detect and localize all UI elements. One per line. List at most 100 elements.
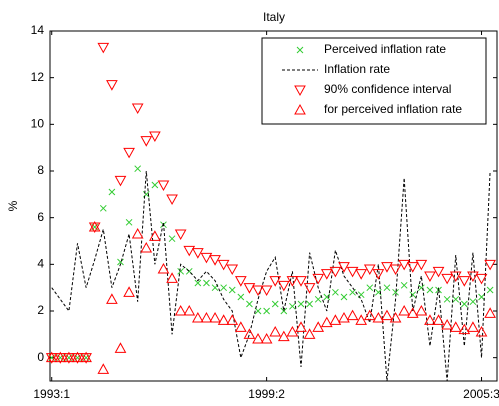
cross-marker [108,188,116,196]
cross-marker [117,258,124,266]
triangle-up-marker [458,323,471,335]
triangle-up-marker [260,332,273,344]
cross-marker [349,288,356,296]
y-axis-label: % [6,200,20,211]
cross-marker [177,267,185,275]
triangle-down-marker [123,147,135,159]
triangle-down-marker [234,276,247,287]
triangle-up-marker [398,304,411,316]
legend-box [261,37,487,125]
cross-marker [151,181,159,189]
triangle-down-marker [157,180,170,192]
cross-marker [460,300,468,308]
triangle-down-marker [484,259,496,271]
cross-marker [297,300,305,308]
cross-marker [228,286,236,294]
chart-title: Italy [263,10,285,24]
triangle-up-marker [303,328,316,339]
triangle-up-marker [123,286,135,297]
triangle-down-marker [329,266,342,278]
triangle-down-marker [312,273,325,285]
cross-marker [426,286,434,294]
triangle-up-marker [329,314,342,325]
triangle-down-marker [295,276,307,287]
triangle-down-marker [432,266,445,278]
triangle-up-marker [363,309,376,321]
triangle-up-marker [80,351,92,363]
triangle-up-marker [88,220,101,232]
y-tick-label: 6 [37,210,44,224]
y-tick-label: 0 [37,350,44,364]
triangle-up-marker [149,230,161,241]
x-tick-label: 1999:2 [248,387,285,401]
cross-marker [220,284,227,292]
cross-marker [134,165,142,173]
triangle-down-marker [338,262,350,273]
x-tick-label: 1993:1 [33,387,70,401]
triangle-down-marker [269,276,282,287]
triangle-down-marker [294,85,306,97]
cross-marker [323,293,331,301]
triangle-up-marker [467,321,479,332]
triangle-up-marker [209,311,221,323]
triangle-down-marker [406,262,419,273]
cross-marker [125,218,133,226]
plot-area [49,30,498,382]
triangle-down-marker [140,136,153,147]
triangle-up-marker [355,314,368,325]
triangle-down-marker [449,271,462,283]
cross-marker [469,298,477,306]
triangle-up-marker [424,314,436,325]
y-tick-label: 12 [31,70,45,84]
triangle-down-marker [106,80,118,91]
cross-marker [168,235,176,243]
cross-marker [375,288,382,296]
triangle-up-marker [269,325,282,337]
triangle-down-marker [346,266,359,278]
cross-marker [383,284,391,292]
triangle-up-marker [243,328,256,339]
legend-label: Perceived inflation rate [324,42,446,56]
cross-marker [194,279,202,287]
triangle-up-marker [200,311,213,323]
triangle-down-marker [286,276,299,287]
triangle-down-marker [131,103,144,115]
triangle-up-marker [106,293,118,304]
y-tick-label: 4 [37,257,44,271]
triangle-up-marker [140,241,153,253]
triangle-up-marker [63,351,75,363]
triangle-up-marker [338,311,350,323]
triangle-down-marker [372,269,385,280]
cross-marker [366,284,374,292]
cross-marker [392,288,399,296]
triangle-down-marker [174,229,187,241]
cross-marker [409,291,417,299]
triangle-down-marker [475,273,488,285]
y-tick-label: 10 [31,117,45,131]
triangle-up-marker [97,363,110,374]
triangle-up-marker [217,314,230,325]
triangle-up-marker [294,103,306,115]
triangle-down-marker [424,271,436,283]
triangle-down-marker [355,269,368,280]
cross-marker [296,46,304,54]
triangle-down-marker [200,252,213,264]
triangle-up-marker [389,311,402,323]
triangle-up-marker [406,307,419,318]
triangle-up-marker [131,227,144,239]
cross-marker [306,300,313,308]
triangle-up-marker [415,304,428,316]
cross-marker [314,295,322,303]
triangle-up-marker [234,321,247,332]
triangle-down-marker [149,131,161,143]
cross-marker [99,204,107,212]
cross-marker [246,300,253,308]
legend-label: Inflation rate [324,62,390,76]
triangle-up-marker [174,304,187,316]
triangle-down-marker [114,175,127,187]
triangle-up-marker [346,309,359,321]
triangle-up-marker [441,318,453,330]
triangle-up-marker [295,321,307,332]
triangle-down-marker [183,245,196,257]
triangle-down-marker [467,271,479,283]
